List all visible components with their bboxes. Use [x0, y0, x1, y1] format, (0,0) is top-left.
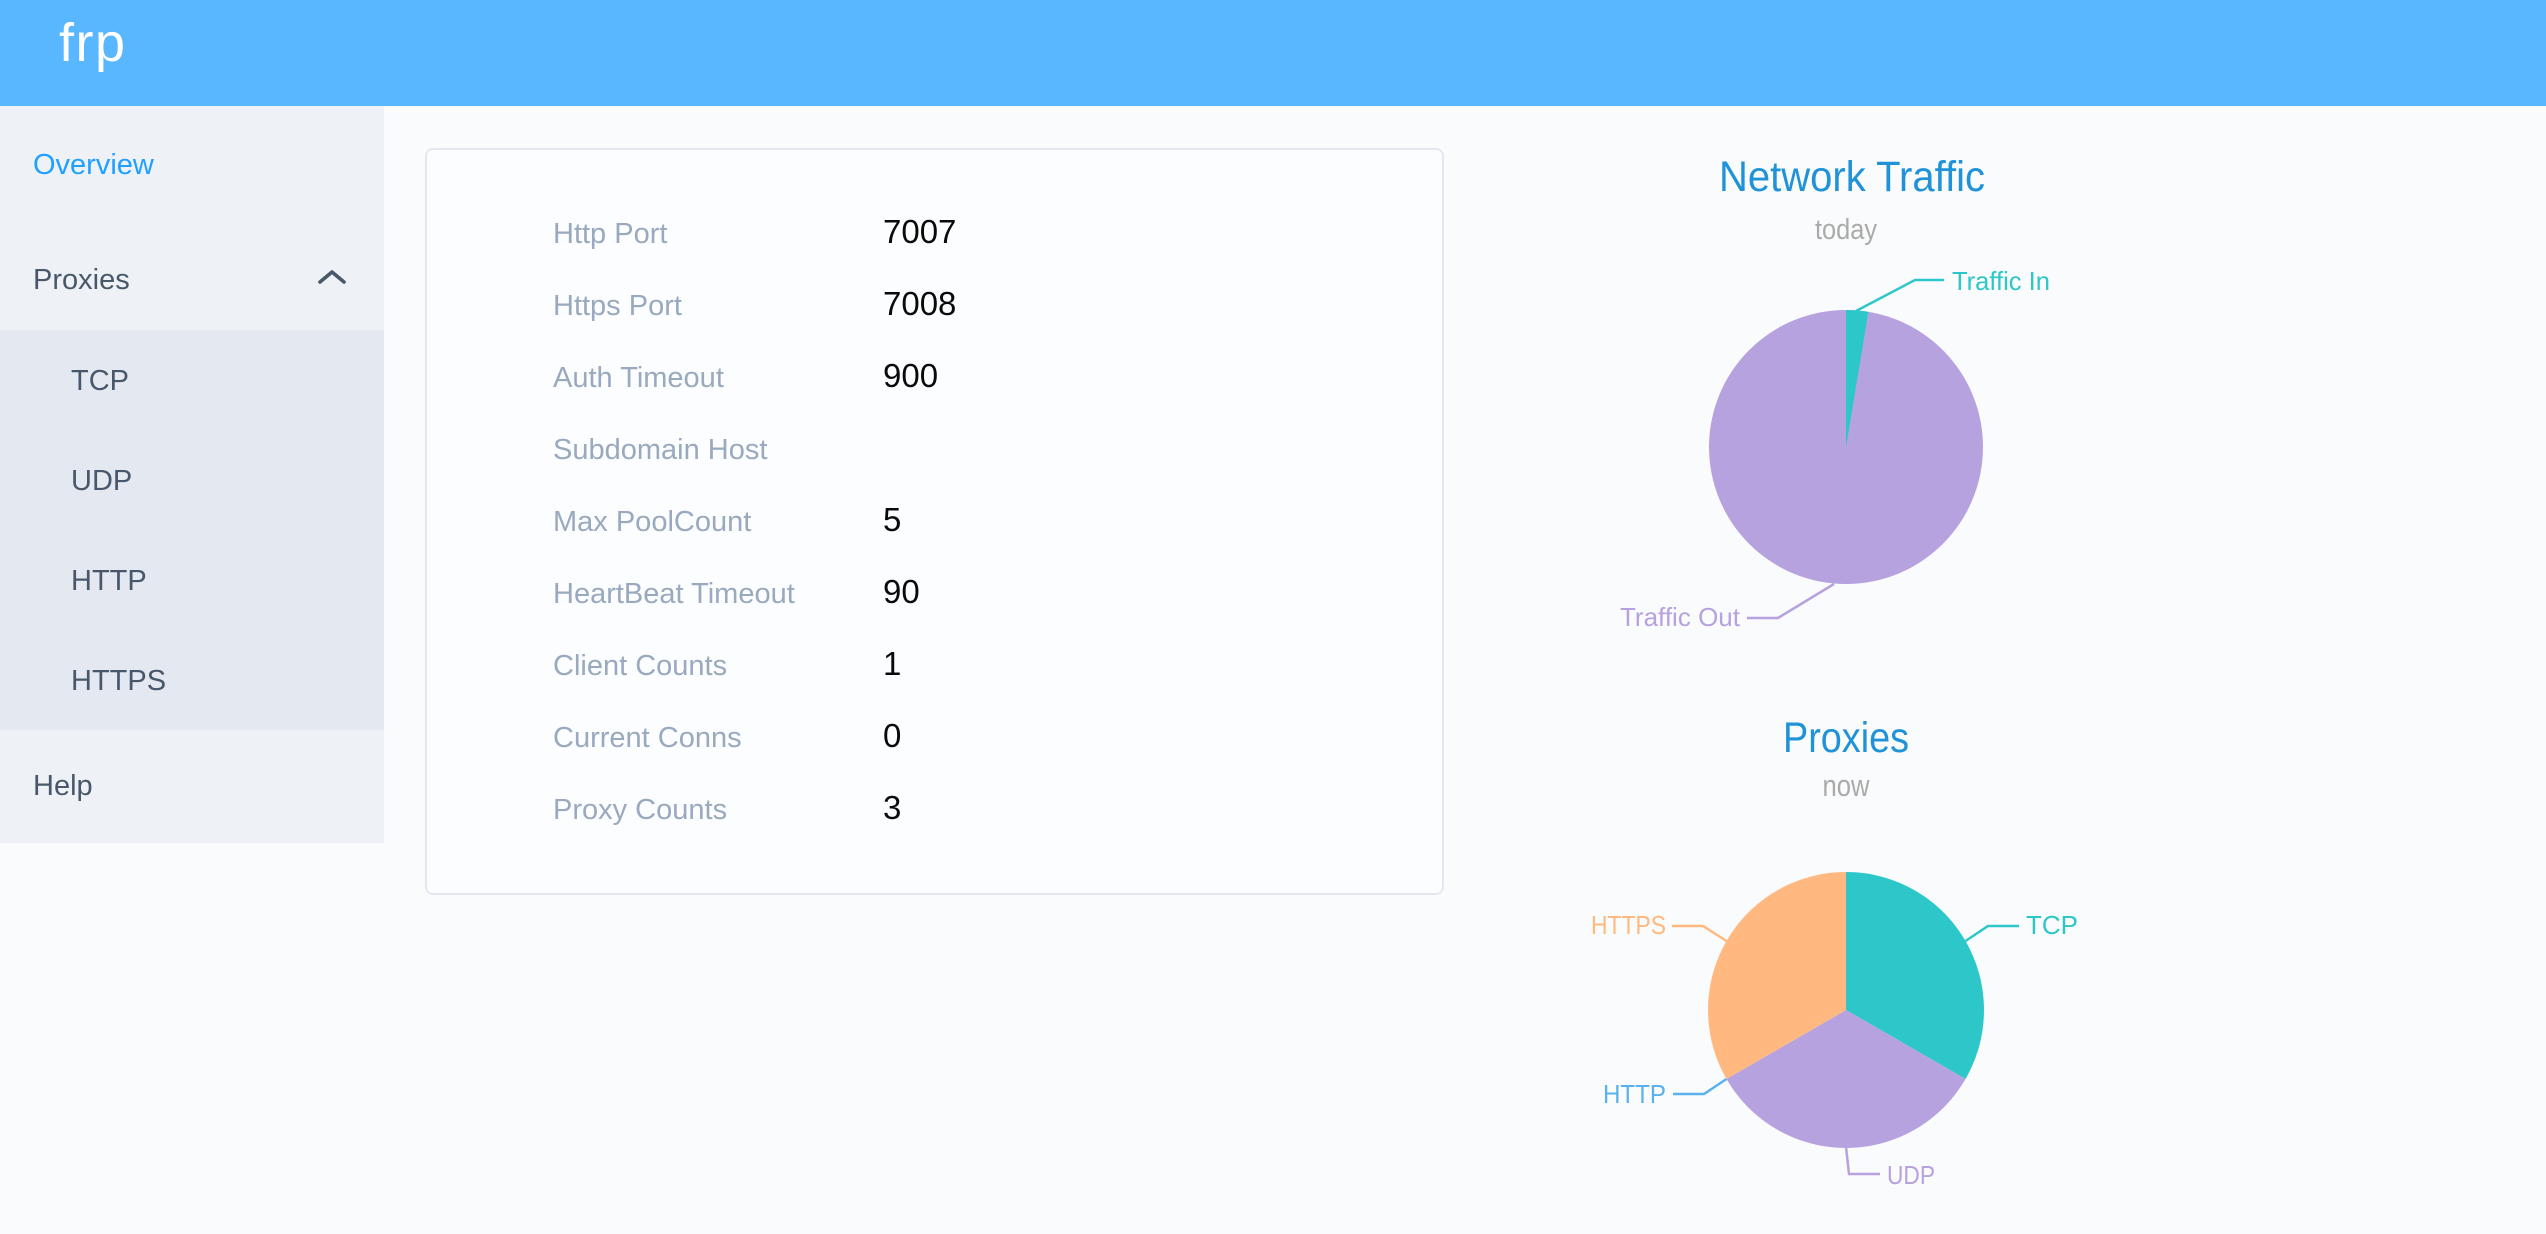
svg-text:HTTP: HTTP: [1603, 1079, 1666, 1109]
svg-text:now: now: [1823, 768, 1871, 803]
svg-text:today: today: [1815, 214, 1877, 246]
svg-text:UDP: UDP: [1887, 1160, 1935, 1190]
svg-text:Network Traffic: Network Traffic: [1719, 153, 1985, 201]
svg-text:Traffic In: Traffic In: [1952, 266, 2050, 296]
svg-text:TCP: TCP: [2026, 910, 2078, 940]
svg-text:HTTPS: HTTPS: [1591, 910, 1666, 940]
svg-text:Traffic Out: Traffic Out: [1620, 602, 1741, 632]
svg-text:Proxies: Proxies: [1783, 714, 1909, 762]
